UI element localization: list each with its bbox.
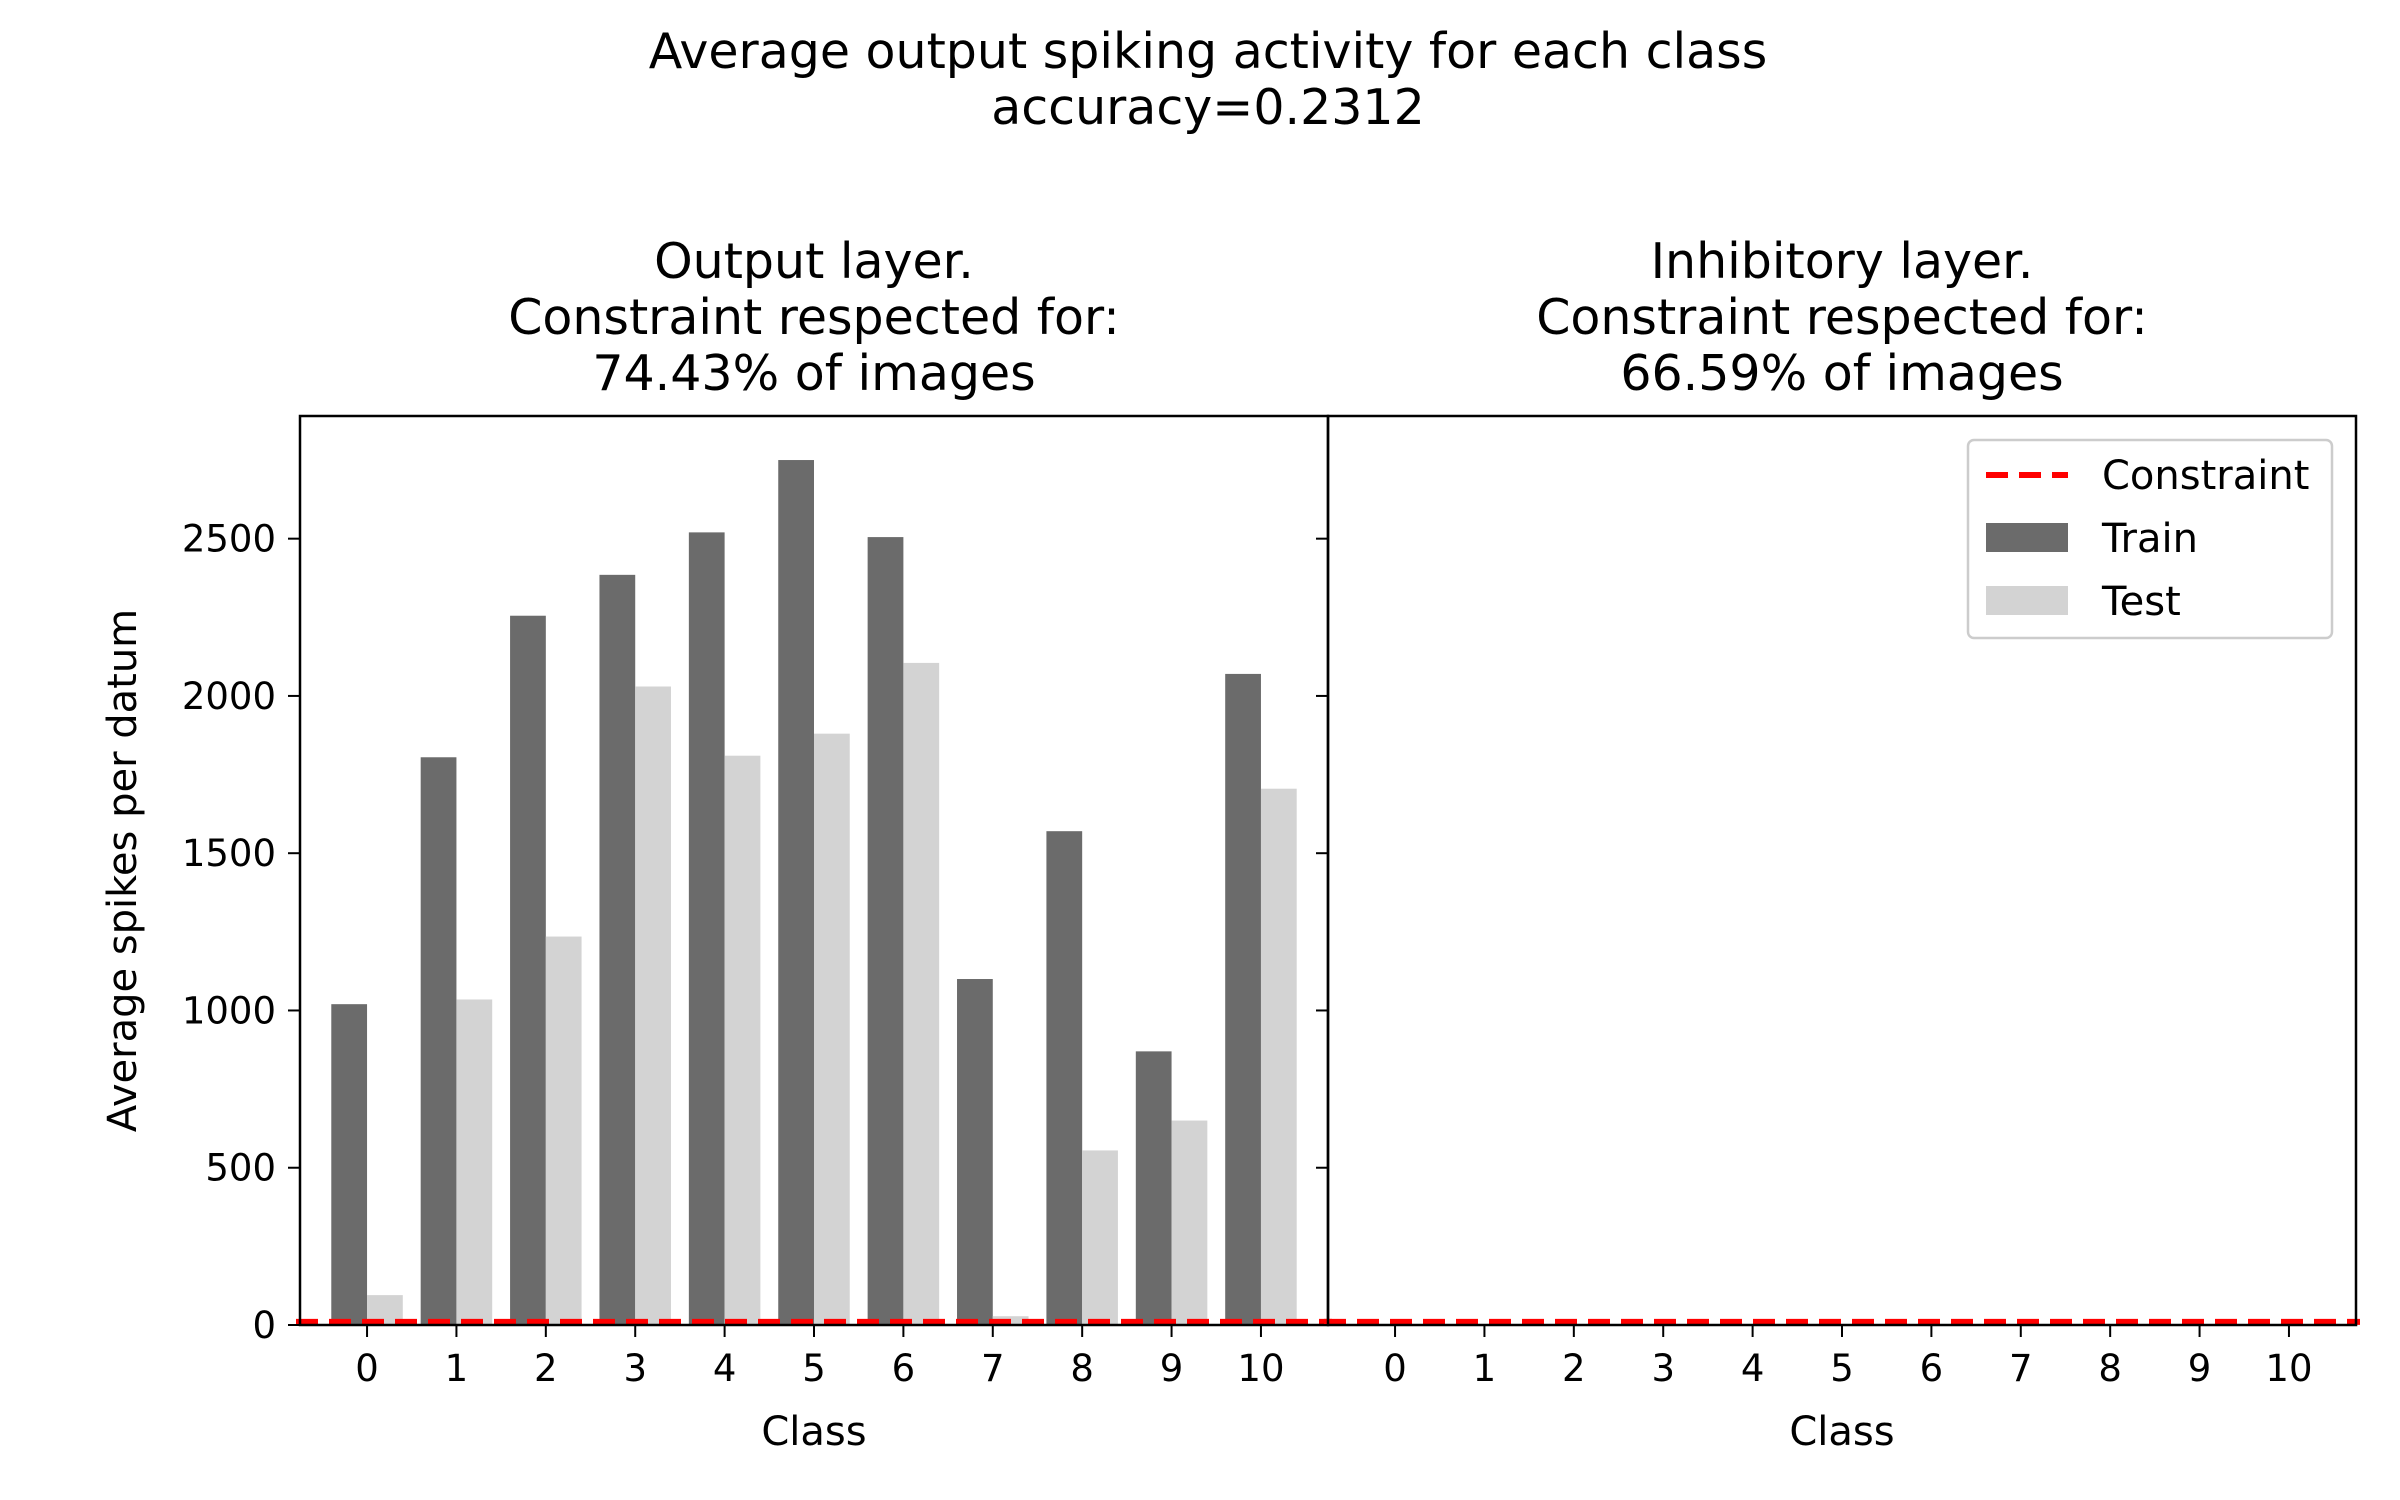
y-tick-label: 2000 bbox=[182, 675, 276, 718]
x-tick-label: 8 bbox=[1070, 1347, 1094, 1390]
bar-train-class-4 bbox=[688, 532, 725, 1325]
bar-train-class-2 bbox=[510, 615, 546, 1325]
bar-test-class-6 bbox=[903, 662, 940, 1325]
x-tick-label: 10 bbox=[1237, 1347, 1284, 1390]
x-tick-label: 3 bbox=[623, 1347, 647, 1390]
x-tick-label: 5 bbox=[802, 1347, 826, 1390]
y-tick-label: 0 bbox=[252, 1304, 276, 1347]
panel-title-line-1: Output layer. bbox=[654, 233, 974, 290]
panel-title-line-3: 66.59% of images bbox=[1620, 345, 2063, 402]
panel-title-line-3: 74.43% of images bbox=[592, 345, 1035, 402]
legend-swatch-test bbox=[1986, 586, 2068, 615]
bar-test-class-1 bbox=[456, 999, 493, 1325]
bar-train-class-1 bbox=[420, 757, 457, 1325]
bar-test-class-10 bbox=[1260, 788, 1297, 1325]
bar-test-class-8 bbox=[1082, 1150, 1118, 1325]
bar-test-class-5 bbox=[814, 733, 850, 1325]
panel-title-line-1: Inhibitory layer. bbox=[1651, 233, 2034, 290]
bar-test-class-9 bbox=[1171, 1120, 1208, 1325]
x-tick-label: 1 bbox=[445, 1347, 469, 1390]
legend-label-constraint: Constraint bbox=[2102, 453, 2309, 499]
x-tick-label: 7 bbox=[2009, 1347, 2033, 1390]
bar-train-class-10 bbox=[1225, 673, 1261, 1325]
x-tick-label: 9 bbox=[2188, 1347, 2212, 1390]
bar-train-class-5 bbox=[778, 460, 814, 1325]
x-tick-label: 6 bbox=[892, 1347, 916, 1390]
inhibitory-layer-panel: Inhibitory layer.Constraint respected fo… bbox=[1316, 233, 2360, 1455]
x-tick-label: 10 bbox=[2265, 1347, 2312, 1390]
x-tick-label: 7 bbox=[981, 1347, 1005, 1390]
panel-title-line-2: Constraint respected for: bbox=[1536, 289, 2148, 346]
x-tick-label: 2 bbox=[534, 1347, 558, 1390]
legend-label-test: Test bbox=[2101, 579, 2181, 625]
bar-train-class-0 bbox=[331, 1004, 368, 1325]
y-tick-label: 1500 bbox=[182, 832, 276, 875]
x-axis-label: Class bbox=[761, 1409, 866, 1455]
legend-swatch-train bbox=[1986, 523, 2068, 552]
x-tick-label: 0 bbox=[355, 1347, 379, 1390]
x-tick-label: 8 bbox=[2098, 1347, 2122, 1390]
x-tick-label: 4 bbox=[713, 1347, 737, 1390]
bar-train-class-9 bbox=[1135, 1051, 1172, 1325]
legend-label-train: Train bbox=[2101, 516, 2198, 562]
y-tick-label: 500 bbox=[205, 1147, 276, 1190]
figure-suptitle-line2: accuracy=0.2312 bbox=[991, 79, 1425, 136]
x-tick-label: 6 bbox=[1920, 1347, 1944, 1390]
bar-train-class-6 bbox=[867, 537, 904, 1325]
figure-suptitle-line1: Average output spiking activity for each… bbox=[649, 23, 1767, 80]
x-tick-label: 4 bbox=[1741, 1347, 1765, 1390]
x-tick-label: 1 bbox=[1473, 1347, 1497, 1390]
y-tick-label: 2500 bbox=[182, 518, 276, 561]
bar-test-class-3 bbox=[635, 686, 671, 1325]
x-tick-label: 9 bbox=[1160, 1347, 1184, 1390]
x-tick-label: 0 bbox=[1383, 1347, 1407, 1390]
output-layer-panel: Output layer.Constraint respected for:74… bbox=[100, 233, 1332, 1455]
x-axis-label: Class bbox=[1789, 1409, 1894, 1455]
x-tick-label: 3 bbox=[1651, 1347, 1675, 1390]
x-tick-label: 5 bbox=[1830, 1347, 1854, 1390]
bar-train-class-8 bbox=[1046, 831, 1083, 1325]
legend: Constraint Train Test bbox=[1966, 438, 2334, 640]
bar-train-class-7 bbox=[957, 979, 993, 1325]
panel-title-line-2: Constraint respected for: bbox=[508, 289, 1120, 346]
x-tick-label: 2 bbox=[1562, 1347, 1586, 1390]
bar-test-class-4 bbox=[724, 755, 761, 1325]
y-tick-label: 1000 bbox=[182, 989, 276, 1032]
y-axis-label: Average spikes per datum bbox=[100, 609, 146, 1132]
bar-train-class-3 bbox=[599, 574, 636, 1325]
bar-test-class-2 bbox=[545, 936, 582, 1325]
